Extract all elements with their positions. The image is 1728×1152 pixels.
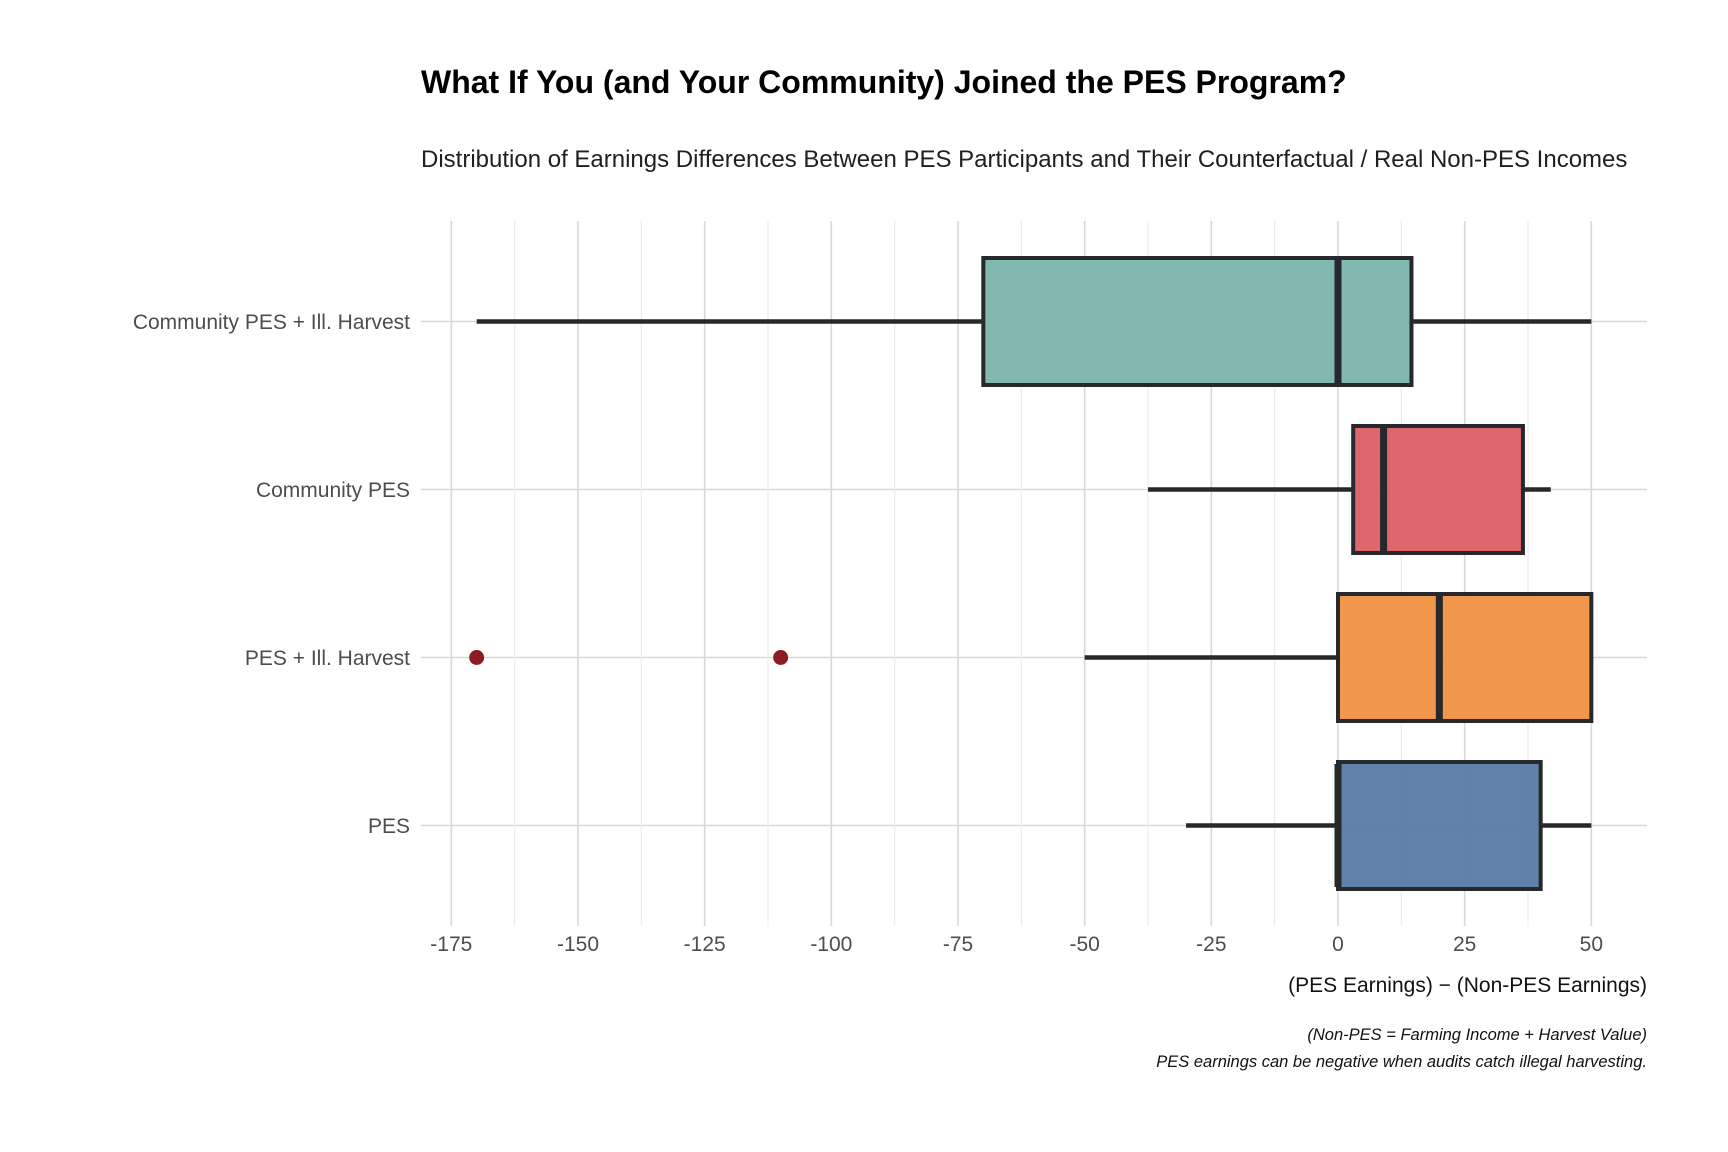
- outlier-dot-pes-ill-harvest: [469, 650, 485, 665]
- box-pes-ill-harvest: [1336, 592, 1594, 723]
- y-axis-label-pes-ill-harvest: PES + Ill. Harvest: [245, 647, 410, 670]
- chart-caption: (Non-PES = Farming Income + Harvest Valu…: [1156, 1022, 1647, 1076]
- y-axis-label-community-pes-ill-harvest: Community PES + Ill. Harvest: [133, 311, 410, 334]
- x-tick-label: -150: [557, 933, 599, 956]
- box-pes: [1336, 760, 1543, 891]
- x-tick-label: -75: [943, 933, 973, 956]
- box-community-pes-ill-harvest: [981, 256, 1414, 387]
- caption-line-1: (Non-PES = Farming Income + Harvest Valu…: [1307, 1026, 1647, 1044]
- x-tick-label: 25: [1453, 933, 1476, 956]
- x-tick-label: -50: [1069, 933, 1099, 956]
- x-tick-label: 50: [1580, 933, 1603, 956]
- x-tick-label: 0: [1332, 933, 1344, 956]
- x-axis-title: (PES Earnings) − (Non-PES Earnings): [1288, 974, 1647, 997]
- box-community-pes: [1351, 424, 1525, 555]
- x-tick-label: -100: [810, 933, 852, 956]
- chart-subtitle: Distribution of Earnings Differences Bet…: [421, 146, 1628, 173]
- x-tick-label: -125: [684, 933, 726, 956]
- y-axis-label-community-pes: Community PES: [256, 479, 410, 502]
- caption-line-2: PES earnings can be negative when audits…: [1156, 1053, 1647, 1071]
- y-axis-label-pes: PES: [368, 815, 410, 838]
- chart-title: What If You (and Your Community) Joined …: [421, 64, 1347, 100]
- x-tick-label: -25: [1196, 933, 1226, 956]
- outlier-dot-pes-ill-harvest: [773, 650, 789, 665]
- x-tick-label: -175: [430, 933, 472, 956]
